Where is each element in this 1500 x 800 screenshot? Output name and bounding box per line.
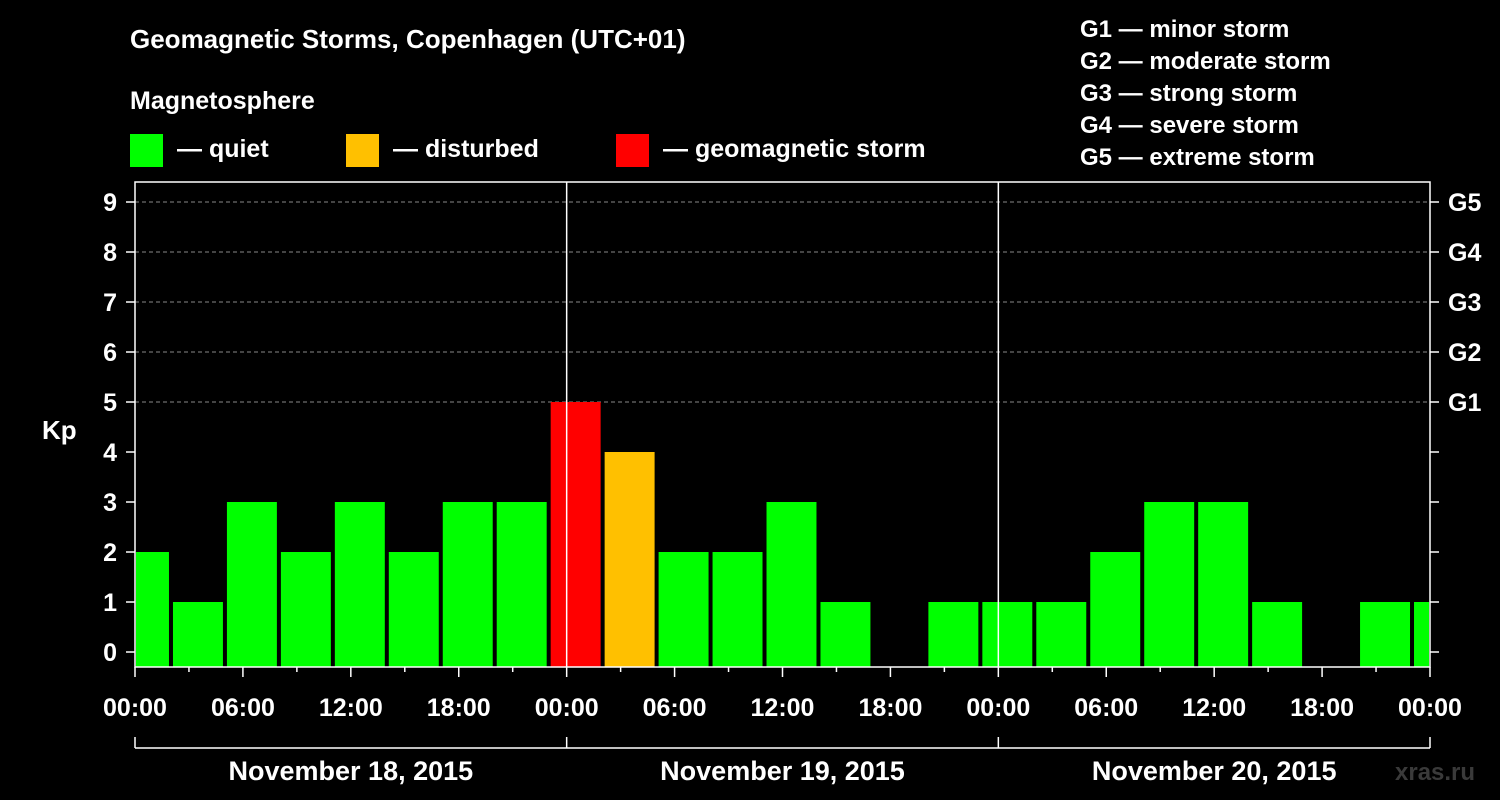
bar-interval-16 [982,602,1033,667]
bar-interval-12 [766,502,817,667]
right-tick-label-g1: G1 [1448,389,1481,417]
y-tick-label-4: 4 [103,439,117,467]
bar-interval-17 [1036,602,1087,667]
y-tick-label-2: 2 [103,539,117,567]
tick-labels: 0 1 2 3 4 5 6 7 8 9 G1 G2 G3 G4 G5 00:00 06:00 12:00 18:00… [103,189,1481,786]
y-tick-label-5: 5 [103,389,117,417]
grid-lines [135,201,1430,403]
y-tick-label-6: 6 [103,339,117,367]
bar-interval-3 [280,552,331,667]
legend-swatch-storm [616,134,649,167]
legend-heading: Magnetosphere [130,87,315,115]
bar-interval-5 [388,552,439,667]
bar-interval-21 [1252,602,1303,667]
right-tick-label-g5: G5 [1448,189,1481,217]
bar-interval-13 [820,602,871,667]
bar-interval-18 [1090,552,1141,667]
storm-scale-g1: G1 — minor storm [1080,16,1289,43]
bar-interval-8 [550,402,601,667]
bar-interval-23 [1360,602,1411,667]
storm-scale-g4: G4 — severe storm [1080,112,1299,139]
chart-title: Geomagnetic Storms, Copenhagen (UTC+01) [130,24,685,54]
bar-interval-15 [928,602,979,667]
legend-label-quiet: — quiet [177,135,269,163]
x-tick-label-11: 18:00 [1290,694,1354,722]
x-tick-label-2: 12:00 [319,694,383,722]
bar-interval-2 [226,502,277,667]
legend-label-storm: — geomagnetic storm [663,135,926,163]
right-tick-label-g2: G2 [1448,339,1481,367]
x-tick-label-0: 00:00 [103,694,167,722]
legend: — quiet — disturbed — geomagnetic storm [130,134,926,167]
y-tick-label-7: 7 [103,289,117,317]
x-tick-label-1: 06:00 [211,694,275,722]
x-tick-label-3: 18:00 [427,694,491,722]
bar-interval-0 [136,552,169,667]
legend-label-disturbed: — disturbed [393,135,539,163]
x-tick-label-12: 00:00 [1398,694,1462,722]
x-tick-label-9: 06:00 [1074,694,1138,722]
bar-interval-24 [1414,602,1429,667]
bar-interval-6 [442,502,493,667]
x-tick-label-6: 12:00 [751,694,815,722]
watermark: xras.ru [1395,759,1475,786]
right-tick-label-g4: G4 [1448,239,1481,267]
storm-scale-g5: G5 — extreme storm [1080,144,1315,171]
storm-scale-g2: G2 — moderate storm [1080,48,1331,75]
y-tick-label-9: 9 [103,189,117,217]
day-label-1: November 19, 2015 [660,756,905,786]
day-label-0: November 18, 2015 [229,756,474,786]
storm-scale-legend: G1 — minor storm G2 — moderate storm G3 … [1080,16,1331,171]
x-tick-label-10: 12:00 [1182,694,1246,722]
bar-interval-9 [604,452,655,667]
legend-swatch-disturbed [346,134,379,167]
bar-interval-20 [1198,502,1249,667]
y-axis-label: Kp [42,415,77,445]
bar-interval-10 [658,552,709,667]
axes [126,181,1439,749]
x-tick-label-7: 18:00 [858,694,922,722]
bars [136,402,1429,667]
y-tick-label-3: 3 [103,489,117,517]
storm-scale-g3: G3 — strong storm [1080,80,1297,107]
x-tick-label-5: 06:00 [643,694,707,722]
x-tick-label-4: 00:00 [535,694,599,722]
day-label-2: November 20, 2015 [1092,756,1337,786]
y-tick-label-1: 1 [103,589,117,617]
bar-interval-11 [712,552,763,667]
bar-interval-1 [172,602,223,667]
bar-interval-19 [1144,502,1195,667]
x-tick-label-8: 00:00 [966,694,1030,722]
bar-interval-7 [496,502,547,667]
right-tick-label-g3: G3 [1448,289,1481,317]
y-tick-label-0: 0 [103,639,117,667]
y-tick-label-8: 8 [103,239,117,267]
bar-interval-4 [334,502,385,667]
legend-swatch-quiet [130,134,163,167]
